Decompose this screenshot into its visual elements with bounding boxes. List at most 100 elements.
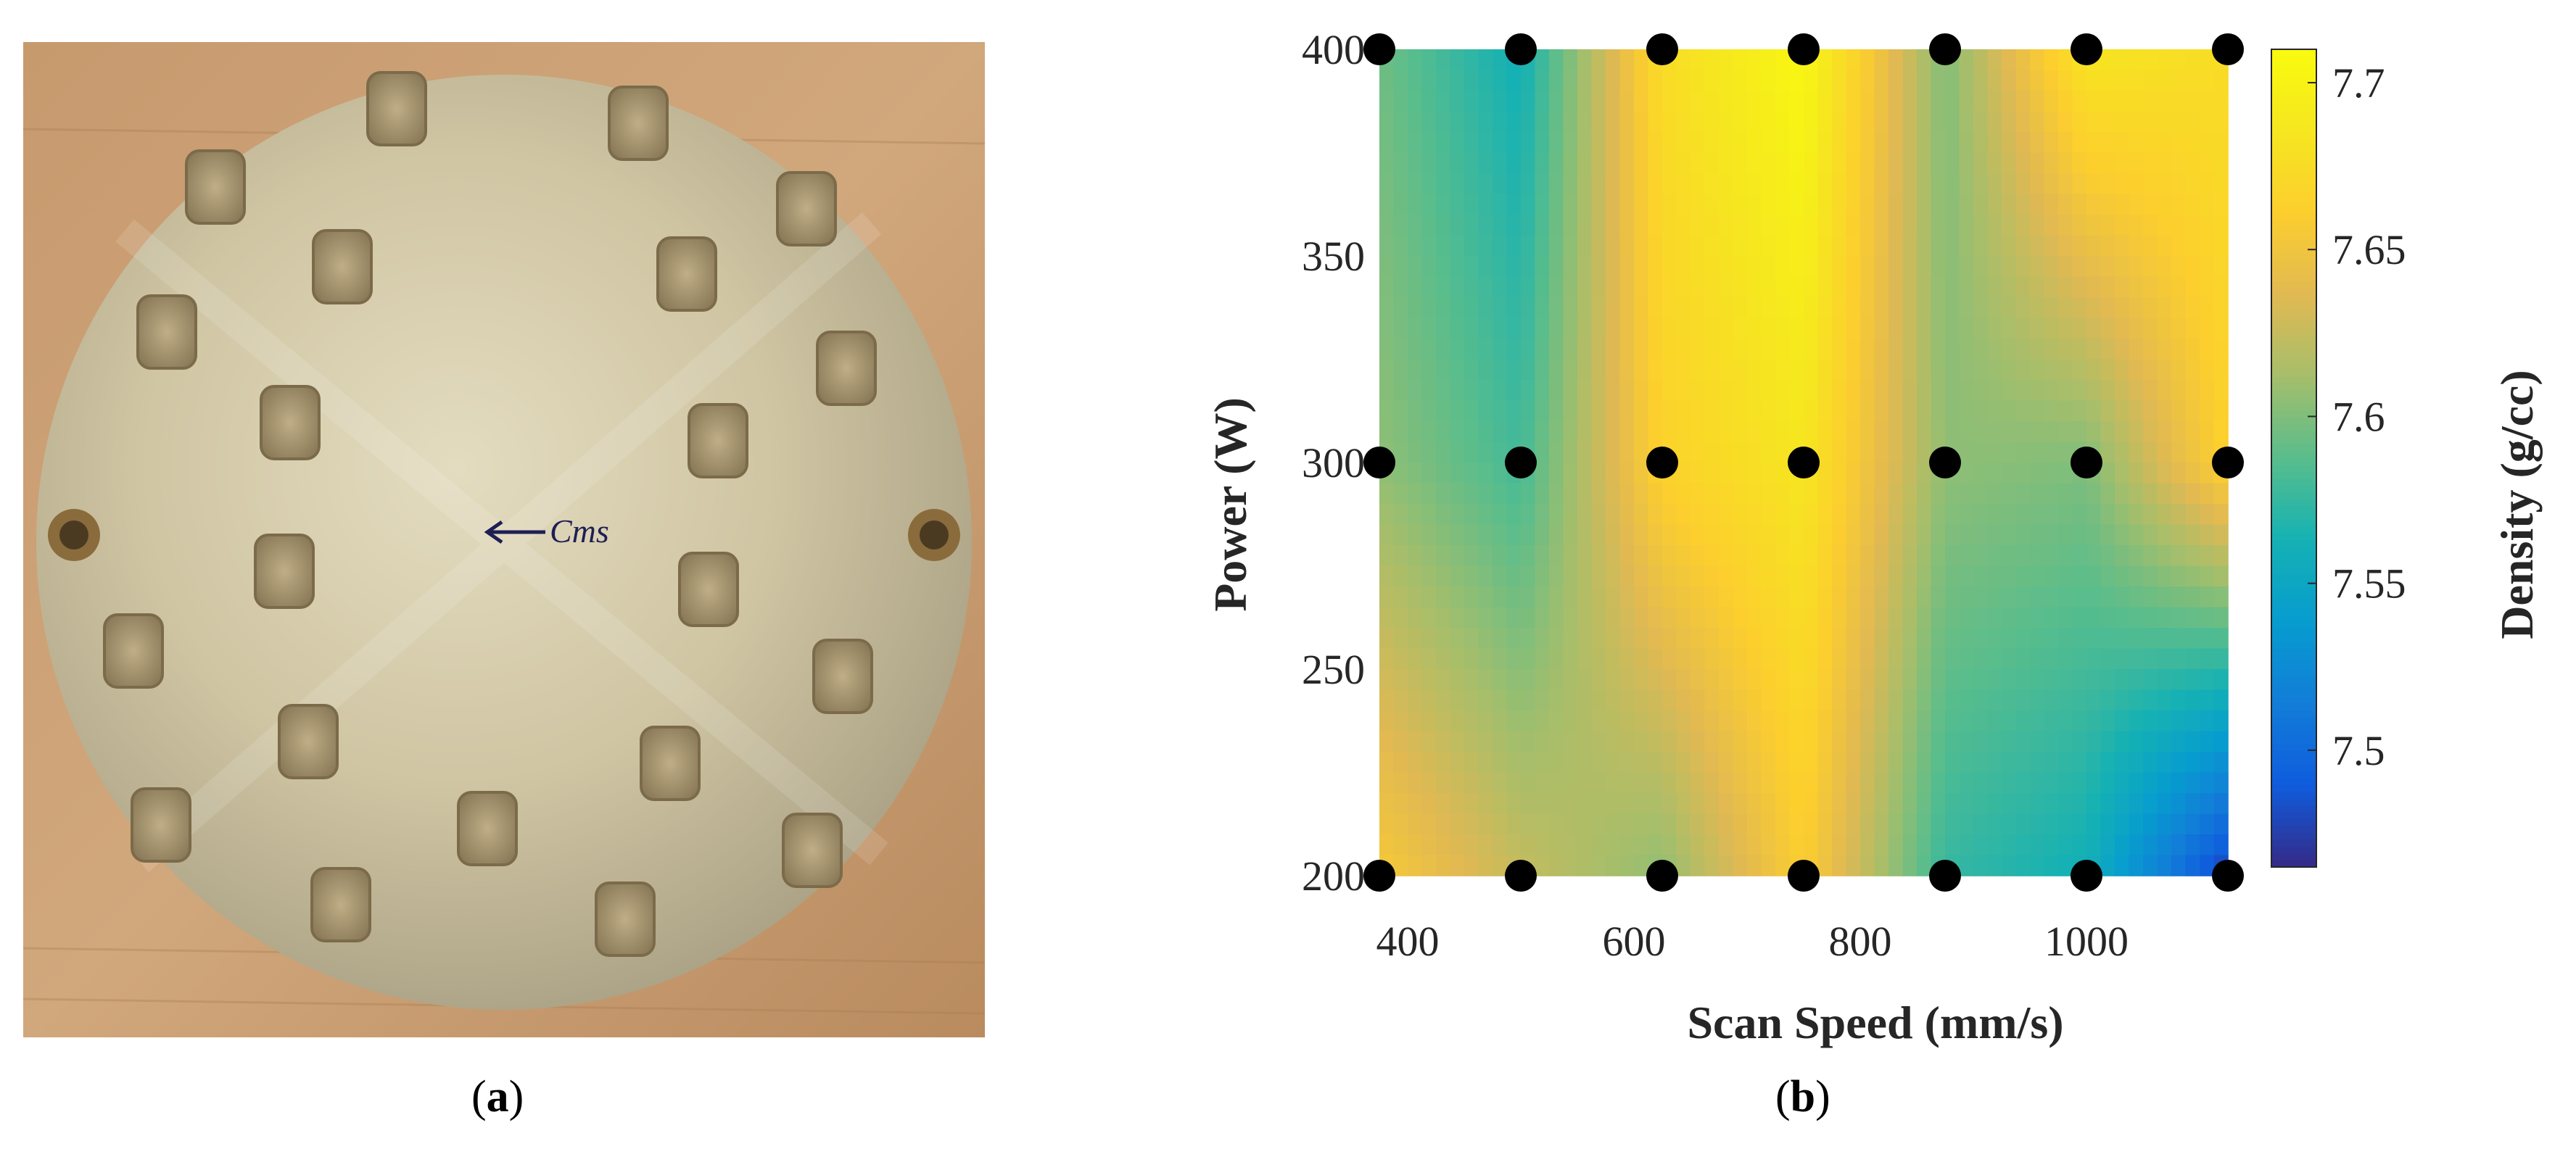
heatmap-cell <box>1733 752 1748 773</box>
heatmap-cell <box>2213 400 2229 422</box>
heatmap-cell <box>1704 70 1720 91</box>
heatmap-cell <box>1535 772 1550 794</box>
heatmap-cell <box>1591 834 1606 856</box>
heatmap-cell <box>1478 400 1493 422</box>
heatmap-cell <box>2185 173 2200 195</box>
heatmap-cell <box>2171 607 2187 629</box>
heatmap-cell <box>1450 91 1465 112</box>
heatmap-cell <box>2143 91 2158 112</box>
heatmap-cell <box>1464 421 1479 443</box>
heatmap-cell <box>2086 504 2102 526</box>
heatmap-cell <box>1804 215 1819 236</box>
heatmap-cell <box>1860 689 1875 711</box>
heatmap-cell <box>1704 524 1720 546</box>
heatmap-cell <box>1549 421 1564 443</box>
heatmap-cell <box>1804 318 1819 339</box>
heatmap-cell <box>1563 607 1578 629</box>
heatmap-cell <box>2072 648 2087 670</box>
heatmap-cell <box>2100 400 2115 422</box>
heatmap-cell <box>2058 524 2073 546</box>
heatmap-cell <box>1549 152 1564 174</box>
heatmap-cell <box>1775 235 1791 257</box>
heatmap-cell <box>1832 565 1847 587</box>
heatmap-cell <box>1563 400 1578 422</box>
heatmap-cell <box>1577 91 1593 112</box>
heatmap-cell <box>1747 70 1762 91</box>
colorbar-segment <box>2271 335 2316 343</box>
heatmap-cell <box>1959 628 1974 650</box>
heatmap-cell <box>1733 524 1748 546</box>
heatmap-cell <box>1874 297 1889 319</box>
heatmap-cell <box>1634 49 1649 71</box>
heatmap-cell <box>1648 545 1663 567</box>
heatmap-cell <box>1393 276 1408 298</box>
heatmap-cell <box>1945 359 1960 381</box>
heatmap-cell <box>1719 813 1734 835</box>
heatmap-cell <box>2129 173 2144 195</box>
heatmap-cell <box>2157 752 2172 773</box>
heatmap-cell <box>1817 70 1833 91</box>
heatmap-cell <box>1408 152 1423 174</box>
colorbar-tick-label: 7.6 <box>2332 393 2385 440</box>
heatmap-cell <box>1393 793 1408 815</box>
heatmap-cell <box>1931 752 1946 773</box>
heatmap-cell <box>1648 297 1663 319</box>
heatmap-cell <box>1478 235 1493 257</box>
colorbar-segment <box>2271 478 2316 486</box>
heatmap-cell <box>1535 648 1550 670</box>
heatmap-cell <box>1973 441 1989 463</box>
heatmap-cell <box>1535 834 1550 856</box>
heatmap-cell <box>1888 91 1904 112</box>
colorbar-segment <box>2271 76 2316 84</box>
heatmap-cell <box>1888 256 1904 278</box>
heatmap-cell <box>1577 545 1593 567</box>
heatmap-cell <box>1804 132 1819 154</box>
heatmap-cell <box>1719 752 1734 773</box>
heatmap-cell <box>1973 421 1989 443</box>
colorbar-segment <box>2271 587 2316 595</box>
heatmap-cell <box>1464 813 1479 835</box>
heatmap-cell <box>1464 152 1479 174</box>
heatmap-cell <box>2072 524 2087 546</box>
heatmap-cell <box>1606 607 1621 629</box>
heatmap-cell <box>1676 194 1691 215</box>
heatmap-cell <box>1535 132 1550 154</box>
colorbar-segment <box>2271 513 2316 520</box>
colorbar-segment <box>2271 206 2316 214</box>
heatmap-cell <box>2171 49 2187 71</box>
heatmap-cell <box>1619 648 1635 670</box>
heatmap-cell <box>1817 111 1833 133</box>
y-tick-label: 250 <box>1302 646 1365 693</box>
heatmap-cell <box>1690 813 1706 835</box>
heatmap-cell <box>1719 586 1734 608</box>
colorbar-segment <box>2271 165 2316 173</box>
heatmap-cell <box>1591 91 1606 112</box>
heatmap-cell <box>1761 441 1776 463</box>
colorbar-segment <box>2271 560 2316 568</box>
colorbar-ticks: 7.57.557.67.657.7 <box>2308 59 2406 774</box>
heatmap-cell <box>1379 421 1395 443</box>
heatmap-cell <box>1521 421 1536 443</box>
heatmap-cell <box>1973 504 1989 526</box>
heatmap-cell <box>1393 710 1408 732</box>
heatmap-cell <box>1817 586 1833 608</box>
heatmap-cell <box>1747 276 1762 298</box>
heatmap-cell <box>1747 400 1762 422</box>
heatmap-cell <box>2171 504 2187 526</box>
heatmap-cell <box>2002 132 2017 154</box>
heatmap-cell <box>1577 731 1593 752</box>
heatmap-cell <box>2129 111 2144 133</box>
heatmap-cell <box>1563 524 1578 546</box>
heatmap-cell <box>2044 524 2059 546</box>
heatmap-cell <box>1761 111 1776 133</box>
heatmap-cell <box>2185 793 2200 815</box>
heatmap-cell <box>1973 380 1989 402</box>
heatmap-cell <box>1535 380 1550 402</box>
heatmap-cell <box>2129 793 2144 815</box>
heatmap-cell <box>2143 813 2158 835</box>
heatmap-cell <box>2015 49 2031 71</box>
heatmap-cell <box>2115 648 2130 670</box>
heatmap-cell <box>1648 339 1663 360</box>
colorbar-segment <box>2271 805 2316 813</box>
heatmap-cell <box>1421 648 1437 670</box>
